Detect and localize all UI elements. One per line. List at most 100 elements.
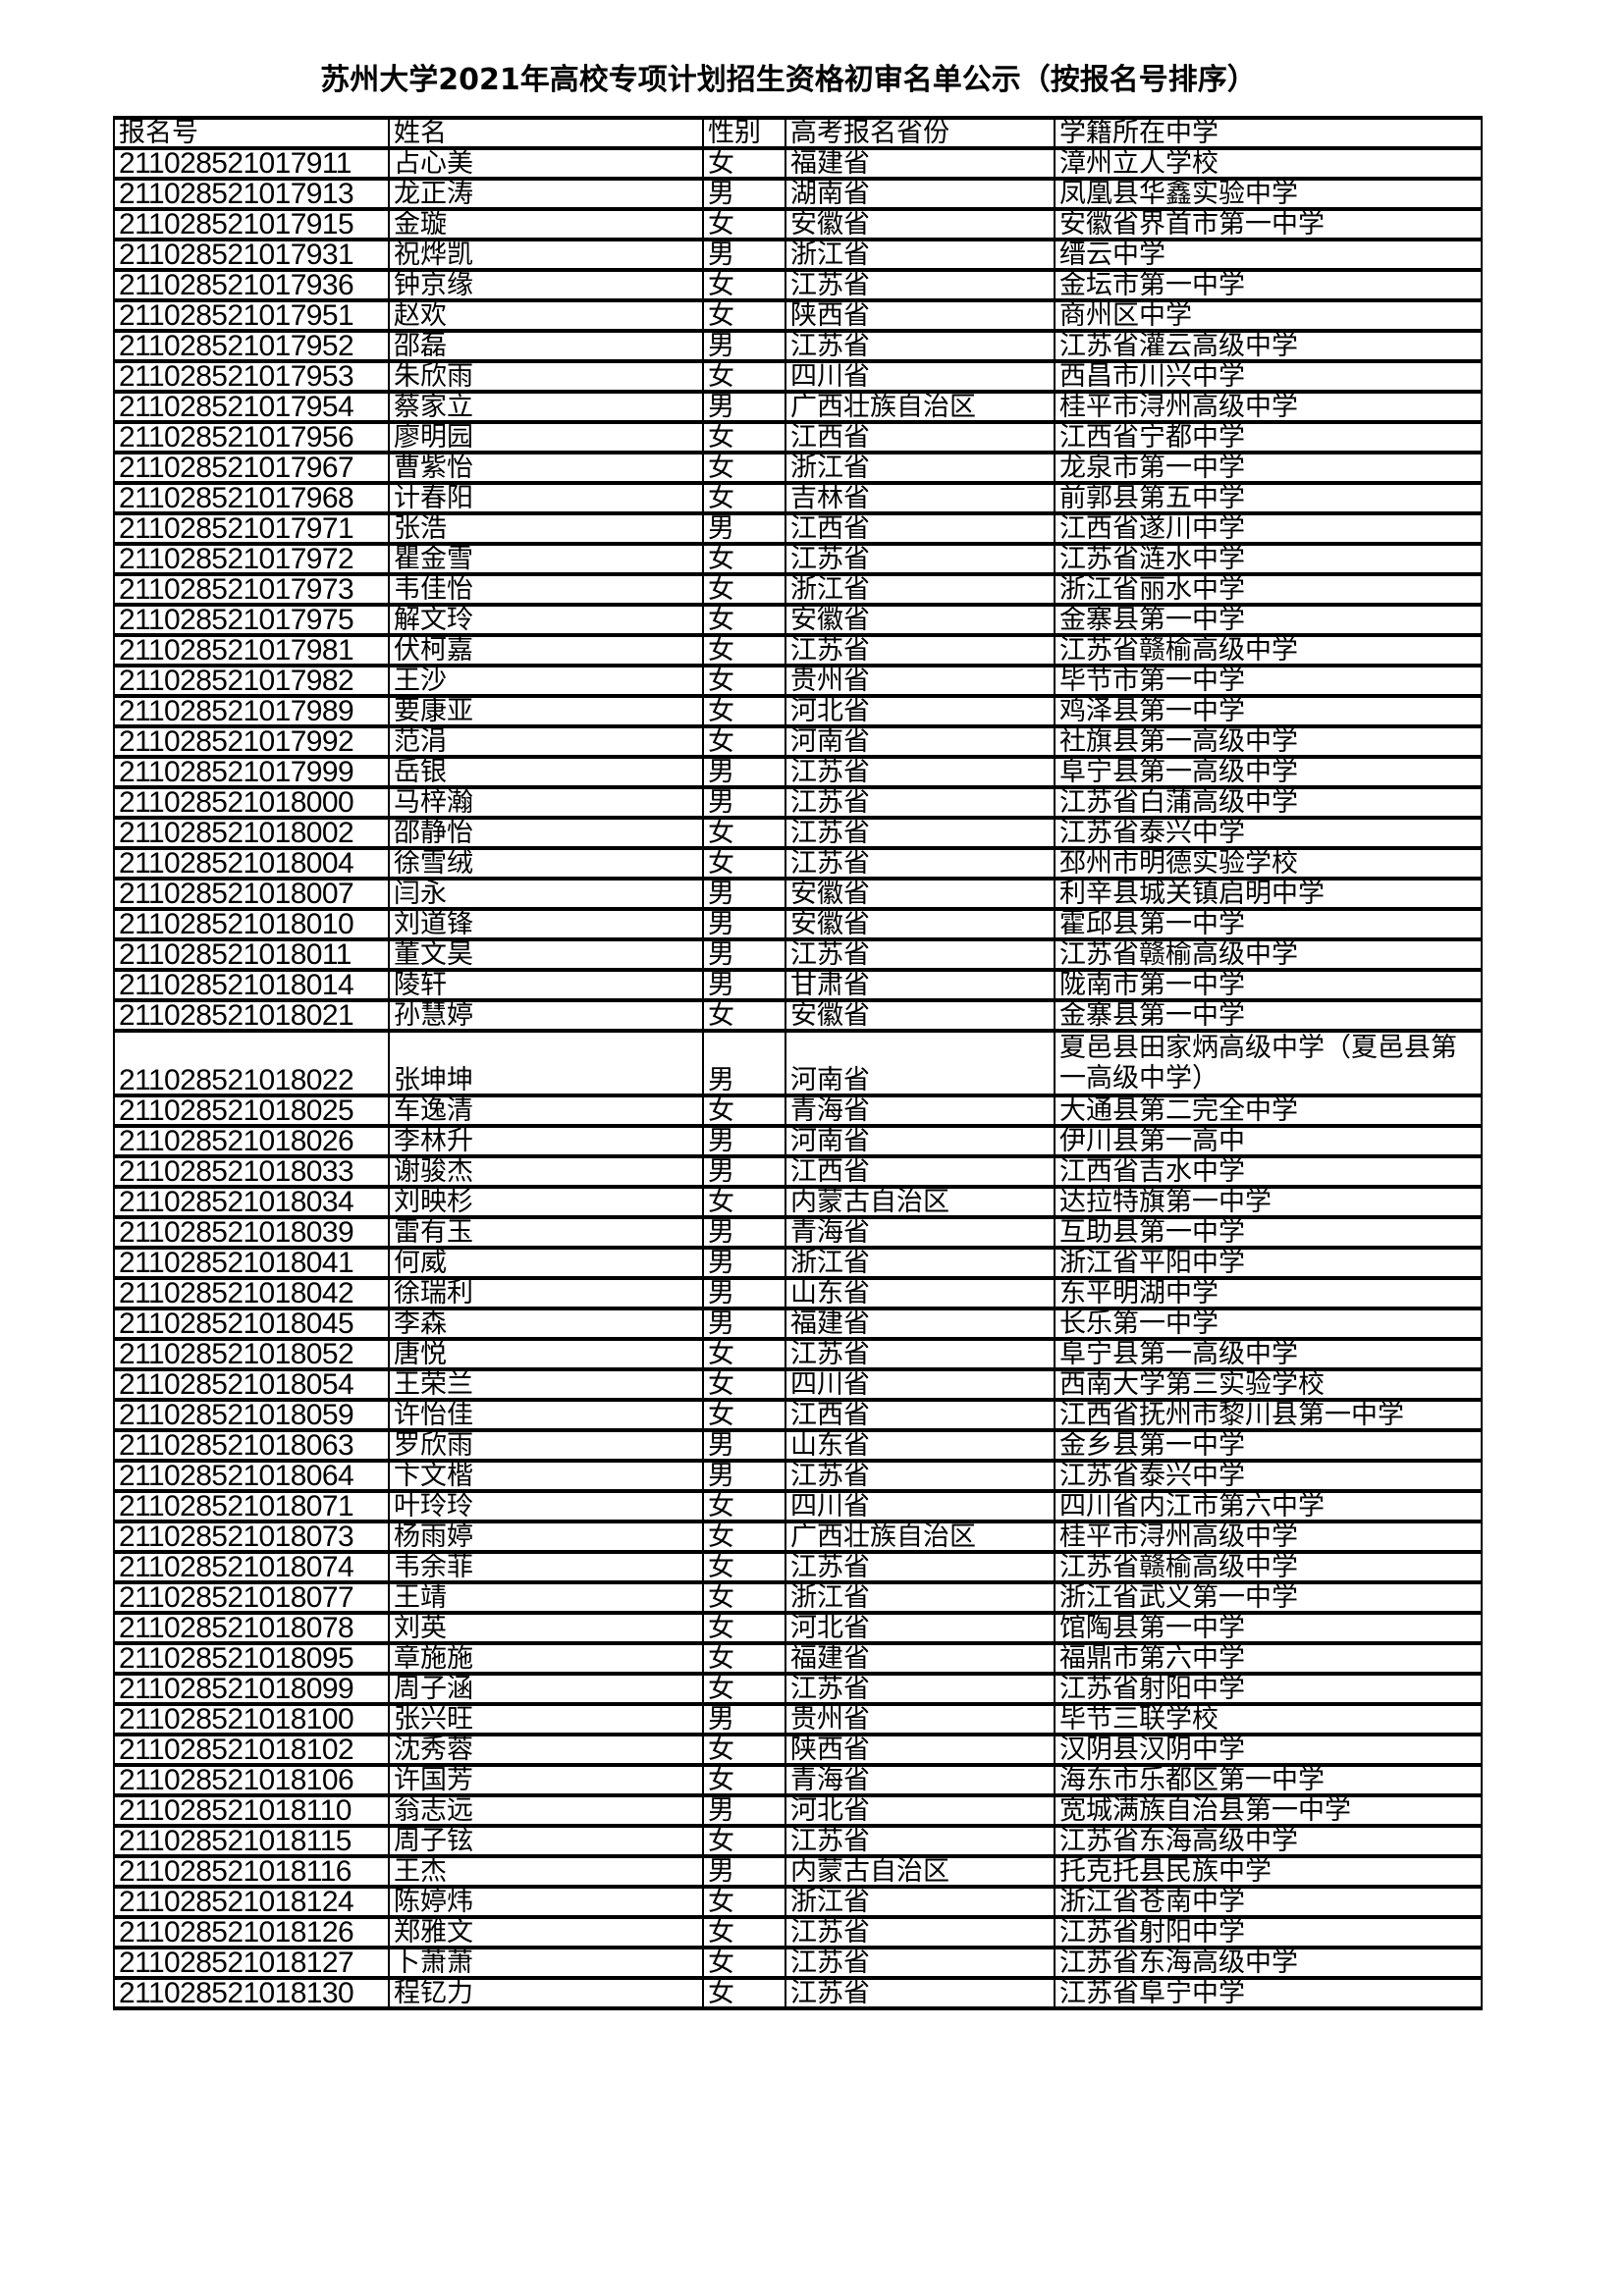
table-row: 211028521018071 叶玲玲女四川省 四川省内江市第六中学 [113,1489,1483,1523]
school-cell: 金寨县第一中学 [1054,603,1483,637]
name-cell: 沈秀蓉 [388,1733,704,1767]
gender-cell: 女 [702,846,786,881]
name-cell: 解文玲 [388,603,704,637]
registration-number-cell: 211028521018011 [113,937,390,972]
registration-number-cell: 211028521018063 [113,1428,390,1463]
school-cell: 桂平市浔州高级中学 [1054,390,1483,424]
gender-cell: 男 [702,390,786,424]
gender-cell: 女 [702,1824,786,1858]
table-row: 211028521018130 程钇力女江苏省 江苏省阜宁中学 [113,1976,1483,2010]
gender-cell: 女 [702,1611,786,1645]
table-row: 211028521018095 章施施女福建省 福鼎市第六中学 [113,1641,1483,1676]
name-cell: 邵磊 [388,329,704,363]
school-cell: 鸡泽县第一中学 [1054,694,1483,728]
name-cell: 朱欣雨 [388,359,704,394]
province-cell: 福建省 [785,1307,1056,1341]
gender-cell: 男 [702,1215,786,1250]
gender-cell: 女 [702,359,786,394]
province-cell: 江西省 [785,1398,1056,1432]
table-row: 211028521017931 祝烨凯男浙江省 缙云中学 [113,238,1483,272]
registration-number-cell: 211028521018014 [113,968,390,1002]
table-row: 211028521018039 雷有玉男青海省 互助县第一中学 [113,1215,1483,1250]
table-row: 211028521018126 郑雅文女江苏省 江苏省射阳中学 [113,1915,1483,1949]
gender-cell: 女 [702,1580,786,1615]
name-cell: 叶玲玲 [388,1489,704,1523]
school-cell: 毕节三联学校 [1054,1702,1483,1736]
gender-cell: 女 [702,1976,786,2010]
gender-cell: 男 [702,511,786,546]
gender-cell: 女 [702,481,786,515]
name-cell: 蔡家立 [388,390,704,424]
table-row: 211028521018100 张兴旺男贵州省 毕节三联学校 [113,1702,1483,1736]
gender-cell: 男 [702,1029,786,1097]
gender-cell: 男 [702,1154,786,1189]
table-row: 211028521017975 解文玲女安徽省 金寨县第一中学 [113,603,1483,637]
school-cell: 东平明湖中学 [1054,1276,1483,1310]
registration-number-cell: 211028521018059 [113,1398,390,1432]
name-cell: 马梓瀚 [388,785,704,820]
registration-number-cell: 211028521018110 [113,1793,390,1828]
table-row: 211028521018124 陈婷炜女浙江省 浙江省苍南中学 [113,1885,1483,1919]
school-cell: 馆陶县第一中学 [1054,1611,1483,1645]
gender-cell: 男 [702,907,786,941]
registration-number-cell: 211028521018041 [113,1246,390,1280]
table-row: 211028521018000 马梓瀚男江苏省 江苏省白蒲高级中学 [113,785,1483,820]
name-cell: 张坤坤 [388,1029,704,1097]
registration-number-cell: 211028521018052 [113,1337,390,1371]
name-cell: 徐雪绒 [388,846,704,881]
table-row: 211028521018073 杨雨婷女广西壮族自治区 桂平市浔州高级中学 [113,1520,1483,1554]
province-cell: 江苏省 [785,755,1056,789]
registration-number-cell: 211028521018095 [113,1641,390,1676]
gender-cell: 男 [702,755,786,789]
header-name: 姓名 [388,116,704,150]
school-cell: 江苏省射阳中学 [1054,1915,1483,1949]
province-cell: 浙江省 [785,1885,1056,1919]
registration-number-cell: 211028521017999 [113,755,390,789]
registration-number-cell: 211028521018039 [113,1215,390,1250]
province-cell: 内蒙古自治区 [785,1185,1056,1219]
name-cell: 韦佳怡 [388,572,704,607]
school-cell: 社旗县第一高级中学 [1054,724,1483,759]
gender-cell: 女 [702,146,786,181]
registration-number-cell: 211028521018100 [113,1702,390,1736]
province-cell: 江苏省 [785,1946,1056,1980]
gender-cell: 男 [702,785,786,820]
school-cell: 江苏省东海高级中学 [1054,1824,1483,1858]
name-cell: 卜萧萧 [388,1946,704,1980]
province-cell: 贵州省 [785,1702,1056,1736]
school-cell: 江苏省白蒲高级中学 [1054,785,1483,820]
school-cell: 霍邱县第一中学 [1054,907,1483,941]
gender-cell: 女 [702,633,786,667]
province-cell: 河北省 [785,1611,1056,1645]
gender-cell: 女 [702,1733,786,1767]
name-cell: 罗欣雨 [388,1428,704,1463]
table-header-row: 报名号 姓名 性别 高考报名省份 学籍所在中学 [113,116,1483,150]
name-cell: 祝烨凯 [388,238,704,272]
gender-cell: 女 [702,694,786,728]
registration-number-cell: 211028521017981 [113,633,390,667]
province-cell: 青海省 [785,1763,1056,1797]
registration-number-cell: 211028521018000 [113,785,390,820]
province-cell: 四川省 [785,359,1056,394]
registration-number-cell: 211028521018010 [113,907,390,941]
registration-number-cell: 211028521018022 [113,1029,390,1097]
name-cell: 孙慧婷 [388,998,704,1033]
province-cell: 安徽省 [785,207,1056,241]
name-cell: 刘映杉 [388,1185,704,1219]
province-cell: 江西省 [785,511,1056,546]
registration-number-cell: 211028521018045 [113,1307,390,1341]
gender-cell: 女 [702,1337,786,1371]
table-row: 211028521017953 朱欣雨女四川省 西昌市川兴中学 [113,359,1483,394]
table-row: 211028521018010 刘道锋男安徽省 霍邱县第一中学 [113,907,1483,941]
gender-cell: 女 [702,816,786,850]
province-cell: 福建省 [785,146,1056,181]
table-row: 211028521018007 闫永男安徽省 利辛县城关镇启明中学 [113,877,1483,911]
name-cell: 邵静怡 [388,816,704,850]
registration-number-cell: 211028521018099 [113,1672,390,1706]
table-row: 211028521017989 要康亚女河北省 鸡泽县第一中学 [113,694,1483,728]
school-cell: 桂平市浔州高级中学 [1054,1520,1483,1554]
name-cell: 陵轩 [388,968,704,1002]
province-cell: 江苏省 [785,329,1056,363]
table-row: 211028521018106 许国芳女青海省 海东市乐都区第一中学 [113,1763,1483,1797]
table-row: 211028521018004 徐雪绒女江苏省 邳州市明德实验学校 [113,846,1483,881]
